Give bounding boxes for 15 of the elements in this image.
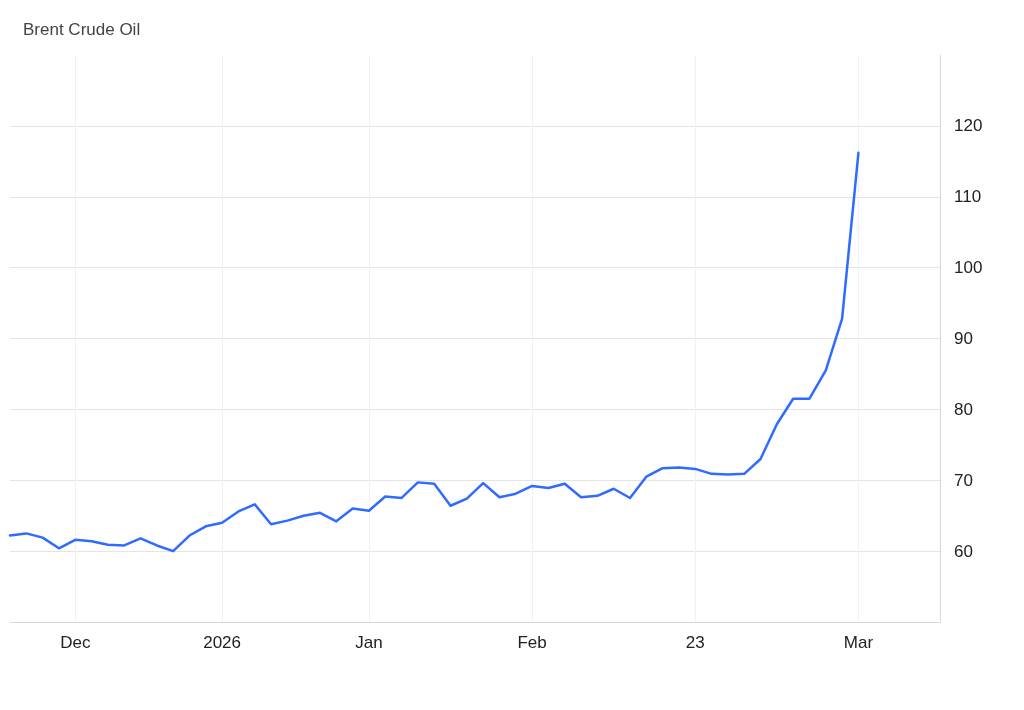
x-tick-label: Dec: [60, 633, 91, 652]
y-tick-label: 100: [954, 258, 983, 278]
y-tick-label: 80: [954, 399, 973, 419]
y-tick-label: 70: [954, 470, 973, 490]
y-tick-label: 90: [954, 329, 973, 348]
x-tick-label: Jan: [355, 633, 383, 652]
x-tick-label: 2026: [203, 633, 242, 652]
x-tick-label: Feb: [517, 633, 547, 652]
y-tick-label: 110: [954, 187, 982, 207]
line-series: [8, 151, 860, 553]
y-tick-label: 120: [954, 116, 983, 136]
chart-title: Brent Crude Oil: [23, 20, 141, 39]
x-tick-label: 23: [685, 633, 705, 652]
y-tick-label: 60: [954, 541, 973, 561]
x-tick-label: Mar: [843, 633, 874, 652]
